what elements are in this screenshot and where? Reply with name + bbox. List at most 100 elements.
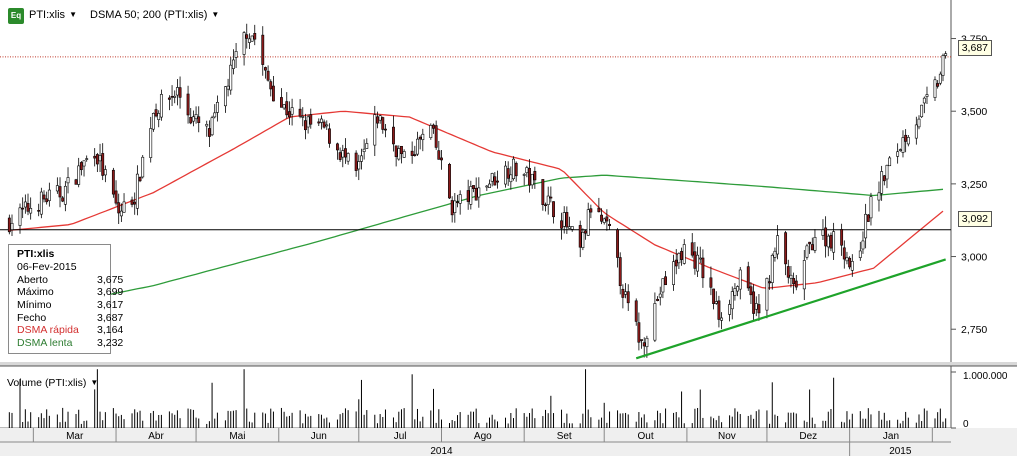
- candle-body: [738, 269, 742, 290]
- candle-body: [645, 337, 649, 348]
- panel-divider: [0, 362, 1017, 366]
- volume-selector[interactable]: Volume (PTI:xlis) ▼: [7, 377, 98, 389]
- candle-body: [178, 87, 182, 98]
- candle-body: [786, 266, 790, 278]
- candle-body: [690, 242, 694, 256]
- candle-body: [101, 153, 105, 176]
- month-label: Jul: [394, 431, 407, 442]
- month-label: Jun: [311, 431, 327, 442]
- candle-body: [509, 174, 513, 183]
- candle-body: [138, 176, 142, 182]
- data-row-fast-ma: DSMA rápida 3,164: [17, 324, 123, 337]
- candle-body: [269, 81, 273, 90]
- data-row-high: Máximo 3,699: [17, 286, 123, 299]
- candle-body: [402, 151, 406, 158]
- candle-body: [597, 207, 601, 213]
- candle-body: [698, 257, 702, 260]
- candle-body: [437, 150, 441, 160]
- candle-body: [770, 254, 774, 283]
- candle-body: [93, 155, 97, 159]
- month-label: Mar: [66, 431, 84, 442]
- candle-body: [749, 286, 753, 296]
- candle-body: [85, 158, 89, 160]
- candle-body: [664, 276, 667, 286]
- y-tick-label: 3,000: [961, 252, 987, 264]
- candle-body: [546, 195, 550, 205]
- candle-body: [133, 201, 137, 205]
- candle-body: [616, 229, 619, 258]
- candle-body: [637, 322, 641, 343]
- candle-body: [672, 261, 675, 285]
- candle-body: [658, 293, 662, 298]
- candle-body: [826, 235, 830, 248]
- candle-body: [357, 161, 361, 170]
- candle-body: [186, 93, 190, 116]
- candle-body: [429, 125, 433, 138]
- candle-body: [469, 186, 473, 205]
- data-row-low: Mínimo 3,617: [17, 299, 123, 312]
- candle-body: [55, 185, 59, 192]
- candle-body: [674, 259, 678, 267]
- candle-body: [344, 148, 347, 158]
- candle-body: [29, 208, 33, 214]
- candle-body: [512, 158, 515, 179]
- candle-body: [231, 59, 235, 69]
- candle-body: [242, 32, 246, 55]
- indicator-selector[interactable]: DSMA 50; 200 (PTI:xlis) ▼: [90, 9, 219, 21]
- candle-body: [320, 118, 323, 123]
- candle-body: [914, 124, 918, 139]
- candle-body: [525, 167, 529, 174]
- candle-body: [280, 97, 283, 108]
- candle-body: [810, 244, 814, 251]
- candle-body: [7, 217, 11, 233]
- y-tick-label: 3,250: [961, 179, 987, 191]
- candle-body: [466, 190, 470, 202]
- data-label: Aberto: [17, 273, 48, 286]
- candle-body: [413, 154, 417, 156]
- candle-body: [400, 145, 403, 155]
- candle-body: [298, 108, 302, 117]
- candle-body: [922, 97, 926, 104]
- candle-body: [568, 226, 571, 229]
- candle-body: [784, 232, 788, 265]
- candle-body: [197, 116, 201, 123]
- symbol-selector[interactable]: PTI:xlis ▼: [29, 9, 77, 21]
- volume-tick-max: 1.000.000: [963, 371, 1008, 382]
- candle-body: [234, 51, 238, 58]
- candle-body: [205, 123, 209, 127]
- candle-body: [640, 339, 643, 341]
- candle-body: [453, 200, 457, 213]
- candle-body: [701, 257, 705, 279]
- candle-body: [360, 155, 363, 162]
- candle-body: [522, 174, 526, 176]
- candle-body: [26, 203, 30, 212]
- candle-body: [621, 288, 625, 298]
- candle-body: [904, 134, 908, 142]
- month-label: Set: [557, 431, 572, 442]
- candle-body: [578, 225, 582, 248]
- candle-body: [229, 64, 233, 91]
- indicator-label: DSMA 50; 200 (PTI:xlis): [90, 9, 208, 21]
- candle-body: [191, 116, 195, 122]
- fast-ma-line: [9, 110, 944, 289]
- candle-body: [869, 196, 873, 219]
- candle-body: [434, 125, 438, 148]
- candle-body: [936, 83, 940, 87]
- candle-body: [39, 191, 43, 215]
- candle-body: [394, 145, 398, 157]
- candle-body: [373, 114, 377, 146]
- candle-body: [58, 186, 62, 198]
- candle-body: [149, 128, 153, 158]
- equity-badge-icon[interactable]: Eq: [8, 8, 24, 24]
- candle-body: [720, 317, 724, 321]
- candle-body: [618, 257, 622, 287]
- candle-body: [589, 208, 593, 213]
- candle-body: [824, 227, 828, 247]
- candle-body: [290, 107, 294, 115]
- data-row-close: Fecho 3,687: [17, 312, 123, 325]
- candle-body: [696, 254, 700, 272]
- data-value: 3,699: [97, 286, 124, 299]
